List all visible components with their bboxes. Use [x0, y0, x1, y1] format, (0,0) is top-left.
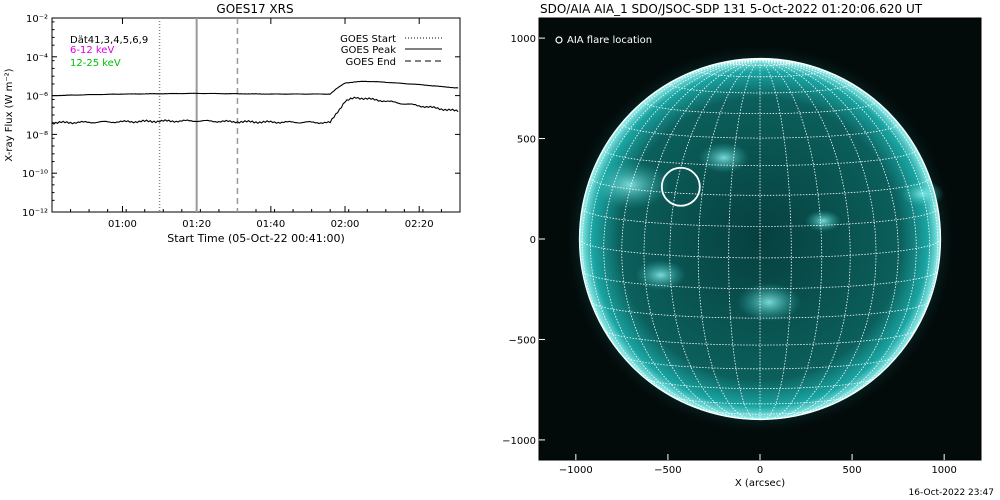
solar-limb [578, 57, 942, 421]
aia-annotation-label: AIA flare location [567, 35, 652, 46]
longitude-grid-line [643, 59, 761, 420]
goes-y-axis-label: X-ray Flux (W m⁻²) [4, 68, 15, 161]
longitude-grid-line [581, 59, 761, 394]
legend-goes-end: GOES End [346, 57, 396, 68]
goes-y-tick-label: 10⁻⁶ [26, 92, 48, 103]
longitude-grid-line [697, 59, 761, 420]
goes-detector-label: Dät41,3,4,5,6,9 [70, 35, 148, 46]
longitude-grid-line [759, 59, 823, 420]
aia-solar-image: −1000 −500 0 500 1000 −1000 −500 0 500 1000 AIA f… [502, 17, 982, 489]
aia-x-tick-label: 1000 [931, 465, 956, 476]
legend-goes-peak: GOES Peak [341, 45, 396, 56]
goes-x-axis-label: Start Time (05-Oct-22 00:41:00) [167, 232, 345, 245]
goes-xrs-chart: 10⁻¹² 10⁻¹⁰ 10⁻⁸ 10⁻⁶ 10⁻⁴ 10⁻² 01:00 01:20 01:4… [4, 14, 461, 245]
longitude-grid-line [621, 59, 761, 419]
aia-x-tick-label: 500 [843, 465, 862, 476]
goes-x-tick-label: 01:00 [108, 219, 137, 230]
latitude-grid-line [669, 81, 851, 94]
longitude-grid-line [589, 59, 761, 413]
aia-x-axis-label: X (arcsec) [735, 478, 785, 489]
longitude-grid-line [759, 59, 851, 420]
goes-y-tick-label: 10⁻¹² [22, 208, 48, 219]
latitude-grid-line [671, 396, 849, 405]
aia-y-tick-label: 1000 [511, 34, 536, 45]
goes-series-line-12-25 keV [51, 96, 459, 125]
aia-y-tick-label: −1000 [502, 436, 536, 447]
latitude-grid-line [582, 270, 938, 290]
flare-location-circle [660, 166, 701, 207]
latitude-grid-line [701, 409, 819, 415]
longitude-grid-line [759, 59, 899, 419]
latitude-grid-line [603, 148, 917, 166]
goes-x-tick-label: 02:20 [405, 219, 434, 230]
active-region-glow [698, 142, 750, 173]
active-region-glow [736, 282, 802, 322]
longitude-grid-line [669, 59, 761, 420]
latitude-grid-line [644, 377, 876, 389]
longitude-grid-line [759, 59, 792, 420]
aia-x-tick-label: −1000 [559, 465, 593, 476]
legend-goes-start: GOES Start [340, 34, 396, 45]
aia-image-title: SDO/AIA AIA_1 SDO/JSOC-SDP 131 5-Oct-202… [540, 2, 923, 16]
longitude-grid-line [759, 59, 877, 420]
longitude-grid-line [728, 59, 761, 420]
aia-y-tick-label: 500 [517, 135, 536, 146]
active-region-glow [805, 210, 842, 232]
longitude-grid-line [759, 59, 931, 413]
goes-y-tick-label: 10⁻² [26, 14, 48, 25]
goes-y-tick-label: 10⁻¹⁰ [22, 169, 48, 180]
annotation-marker-icon [555, 36, 563, 44]
aia-x-tick-label: 0 [757, 465, 763, 476]
latitude-grid-line [590, 301, 930, 319]
goes-x-tick-label: 01:40 [256, 219, 285, 230]
longitude-grid-line [603, 59, 761, 417]
latitude-grid-line [728, 59, 792, 66]
aia-y-tick-label: −500 [509, 335, 536, 346]
longitude-grid-line [759, 59, 917, 417]
aia-y-tick-label: 0 [530, 235, 536, 246]
legend-series-6-12: 6-12 keV [70, 45, 114, 56]
longitude-grid-line [759, 59, 939, 394]
goes-x-tick-label: 01:20 [182, 219, 211, 230]
goes-chart-title: GOES17 XRS [216, 2, 294, 16]
aia-x-tick-label: −500 [654, 465, 681, 476]
marker-legend: GOES Start GOES Peak GOES End [340, 34, 442, 68]
latitude-grid-line [621, 122, 899, 139]
latitude-grid-line [622, 355, 898, 370]
latitude-grid-line [589, 176, 931, 196]
footer-timestamp: 16-Oct-2022 23:47 [908, 488, 994, 498]
goes-y-tick-label: 10⁻⁴ [26, 53, 48, 64]
active-region-glow [590, 161, 670, 209]
active-region-glow [635, 259, 687, 291]
goes-series-line-6-12 keV [51, 80, 459, 97]
goes-x-tick-label: 02:00 [331, 219, 360, 230]
latitude-grid-line [579, 238, 941, 259]
legend-series-12-25: 12-25 keV [70, 58, 121, 69]
goes-y-tick-label: 10⁻⁸ [26, 130, 48, 141]
